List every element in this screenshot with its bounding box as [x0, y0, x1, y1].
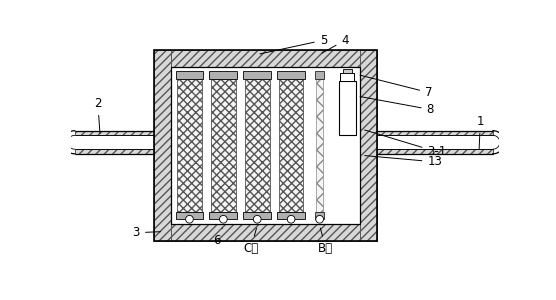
Bar — [176, 212, 203, 219]
Circle shape — [316, 215, 324, 223]
Bar — [245, 79, 270, 212]
Bar — [154, 50, 378, 241]
Circle shape — [186, 215, 193, 223]
Text: 3-1: 3-1 — [365, 130, 446, 158]
Bar — [171, 67, 360, 224]
Circle shape — [220, 215, 227, 223]
Bar — [75, 149, 154, 154]
Text: 8: 8 — [360, 97, 434, 116]
Bar — [360, 50, 378, 241]
Text: 5: 5 — [260, 34, 327, 54]
Bar — [316, 79, 324, 212]
Text: 13: 13 — [365, 155, 442, 168]
Bar — [211, 79, 236, 212]
Text: 6: 6 — [214, 228, 222, 247]
Text: 4: 4 — [322, 34, 349, 53]
Text: C部: C部 — [244, 228, 259, 255]
Bar — [210, 71, 237, 79]
Text: B部: B部 — [318, 228, 334, 255]
Bar — [378, 135, 493, 149]
Bar — [342, 69, 352, 73]
Bar — [244, 212, 271, 219]
Bar — [177, 79, 202, 212]
Text: 7: 7 — [360, 75, 433, 99]
Bar — [378, 131, 493, 135]
Bar — [378, 149, 493, 154]
Bar — [279, 79, 304, 212]
Bar — [176, 71, 203, 79]
Bar — [154, 224, 378, 241]
Text: 1: 1 — [476, 115, 484, 149]
Bar — [339, 81, 356, 135]
Bar — [244, 71, 271, 79]
Text: 3: 3 — [133, 226, 161, 239]
Bar — [75, 135, 154, 149]
Bar — [154, 50, 171, 241]
Bar — [210, 212, 237, 219]
Bar — [340, 73, 354, 81]
Bar — [315, 212, 324, 219]
Circle shape — [254, 215, 261, 223]
Bar — [154, 50, 378, 67]
Bar — [75, 131, 154, 135]
Circle shape — [287, 215, 295, 223]
Bar — [315, 71, 324, 79]
Bar — [277, 212, 305, 219]
Text: 2: 2 — [94, 97, 102, 133]
Bar — [277, 71, 305, 79]
